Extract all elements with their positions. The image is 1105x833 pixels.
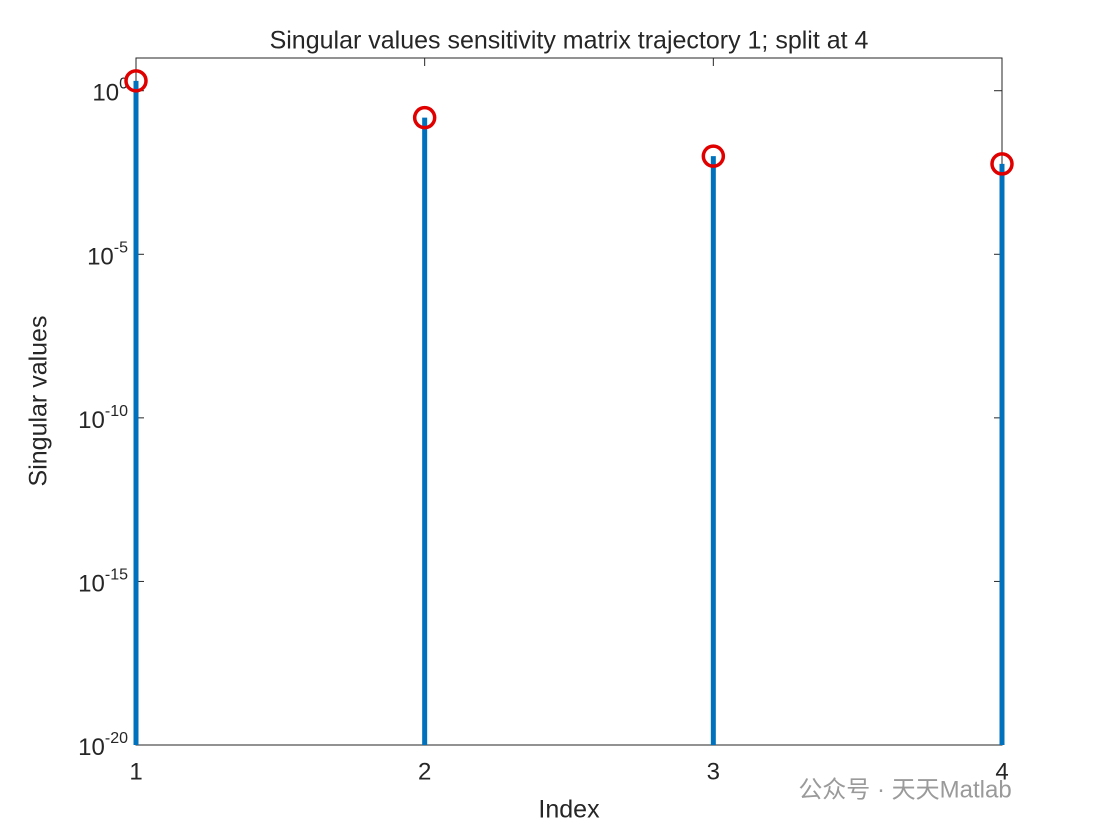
x-tick-label: 1 [129, 758, 142, 785]
y-tick-exponent: -10 [105, 403, 128, 420]
y-tick-label: 100 [92, 76, 128, 107]
axes-box [135, 57, 1003, 746]
y-tick-exponent: -5 [114, 240, 128, 257]
stem-marker [701, 144, 726, 168]
y-tick-base: 10 [92, 80, 119, 107]
y-tick-label: 10-10 [78, 403, 128, 434]
y-tick-label: 10-15 [78, 567, 128, 598]
y-tick-exponent: 0 [119, 76, 128, 93]
y-tick-label: 10-5 [87, 240, 128, 271]
stem-marker [124, 69, 148, 93]
x-axis-label: Index [538, 796, 600, 824]
stem-marker [412, 105, 437, 130]
y-tick-base: 10 [78, 407, 105, 434]
y-tick-exponent: -15 [105, 567, 128, 584]
x-tick-label: 3 [707, 758, 720, 785]
watermark: 公众号 · 天天Matlab [798, 776, 1011, 803]
x-tick-label: 4 [995, 758, 1008, 785]
stem-marker [990, 152, 1014, 176]
y-tick-base: 10 [87, 244, 114, 271]
y-tick-label: 10-20 [78, 730, 128, 761]
x-tick-label: 2 [418, 758, 431, 785]
y-tick-base: 10 [78, 571, 105, 598]
y-axis-label: Singular values [25, 316, 53, 487]
chart-title: Singular values sensitivity matrix traje… [270, 27, 869, 55]
y-tick-exponent: -20 [105, 730, 128, 747]
y-tick-base: 10 [78, 734, 105, 761]
